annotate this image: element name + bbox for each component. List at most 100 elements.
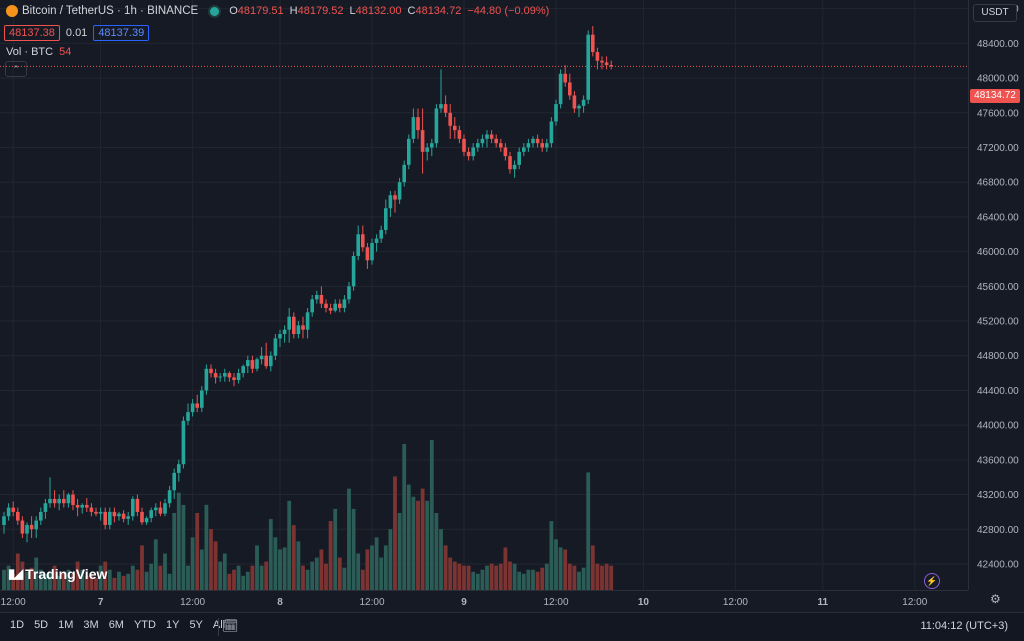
open-value: 48179.51 xyxy=(237,5,284,17)
range-ytd[interactable]: YTD xyxy=(133,619,156,631)
volume-bar xyxy=(48,571,52,590)
candle-body xyxy=(273,338,278,356)
range-6m[interactable]: 6M xyxy=(108,619,124,631)
lightning-icon[interactable]: ⚡ xyxy=(924,573,940,589)
volume-bar xyxy=(452,561,457,590)
volume-bar xyxy=(209,529,213,590)
clock-readout[interactable]: 11:04:12 (UTC+3) xyxy=(920,620,1008,632)
volume-bar xyxy=(604,563,609,590)
currency-select[interactable]: USDT xyxy=(973,4,1017,22)
volume-bar xyxy=(572,565,577,590)
volume-bar xyxy=(172,512,177,590)
volume-bar xyxy=(255,545,259,590)
volume-bar xyxy=(360,569,365,590)
price-tick-label: 42400.00 xyxy=(977,559,1019,570)
volume-bar xyxy=(342,567,347,590)
time-axis[interactable]: 12:00 7 12:00 8 12:00 9 12:00 10 12:00 11 12:00 xyxy=(0,590,968,613)
candle-body xyxy=(434,108,439,144)
candle-body xyxy=(190,403,195,413)
candle-body xyxy=(25,524,29,534)
volume-bar xyxy=(393,476,397,590)
candle-body xyxy=(163,503,167,514)
candle-body xyxy=(503,147,508,157)
candle-body xyxy=(572,95,577,109)
volume-bar xyxy=(11,573,16,590)
range-5y[interactable]: 5Y xyxy=(189,619,203,631)
volume-bar xyxy=(135,569,140,590)
candle-body xyxy=(282,329,287,335)
volume-bar xyxy=(595,563,600,590)
candle-body xyxy=(485,134,489,139)
candle-body xyxy=(540,143,544,148)
candle-body xyxy=(149,510,153,518)
volume-bar xyxy=(489,563,494,590)
price-tick-label: 45600.00 xyxy=(977,282,1019,293)
candle-body xyxy=(264,355,268,367)
buy-button[interactable]: 48137.39 xyxy=(93,25,150,41)
range-1d[interactable]: 1D xyxy=(10,619,25,631)
candle-body xyxy=(393,195,397,200)
candle-body xyxy=(489,134,494,139)
candle-body xyxy=(2,516,6,525)
volume-bar xyxy=(287,500,292,590)
candle-body xyxy=(57,498,61,504)
range-1m[interactable]: 1M xyxy=(58,619,74,631)
collapse-legend-button[interactable]: ⌃ xyxy=(5,61,27,77)
price-tick-label: 44000.00 xyxy=(977,421,1019,432)
volume-bar xyxy=(43,573,48,590)
volume-legend: Vol · BTC 54 xyxy=(6,46,71,58)
volume-bar xyxy=(443,545,448,590)
time-tick-label: 12:00 xyxy=(180,597,205,608)
price-tick-label: 44400.00 xyxy=(977,386,1019,397)
time-tick-label: 7 xyxy=(98,597,104,608)
candle-body xyxy=(609,65,613,67)
price-tick-label: 43600.00 xyxy=(977,455,1019,466)
volume-label: Vol · BTC xyxy=(6,46,54,58)
ohlc-close: C48134.72 xyxy=(408,5,462,17)
candle-body xyxy=(554,104,558,122)
candle-body xyxy=(420,130,425,152)
volume-bar xyxy=(448,557,453,590)
volume-bar xyxy=(457,563,462,590)
volume-bar xyxy=(498,563,503,590)
candle-body xyxy=(531,138,535,144)
range-1y[interactable]: 1Y xyxy=(165,619,180,631)
volume-bar xyxy=(176,492,181,590)
candlestick-chart[interactable] xyxy=(0,0,968,590)
range-all[interactable]: All xyxy=(212,619,226,631)
volume-bar xyxy=(245,571,250,590)
tradingview-logo[interactable]: ▮◢ TradingView xyxy=(8,566,107,582)
candle-body xyxy=(586,34,590,100)
open-label: O xyxy=(229,5,238,17)
volume-bar xyxy=(420,488,425,590)
volume-bar xyxy=(577,571,581,590)
chart-area[interactable] xyxy=(0,0,968,590)
candle-body xyxy=(204,368,209,391)
candle-body xyxy=(71,494,75,505)
volume-bar xyxy=(126,573,131,590)
calendar-icon[interactable]: 🗓 xyxy=(222,618,239,633)
symbol-title[interactable]: Bitcoin / TetherUS · 1h · BINANCE xyxy=(22,5,199,17)
candle-body xyxy=(121,513,126,519)
candle-body xyxy=(181,420,186,465)
volume-bar xyxy=(462,565,466,590)
candle-body xyxy=(269,355,273,367)
volume-bar xyxy=(567,563,572,590)
market-status-icon[interactable] xyxy=(210,6,220,16)
candle-body xyxy=(425,147,429,152)
volume-bar xyxy=(540,567,545,590)
candle-body xyxy=(457,130,462,139)
price-tick-label: 43200.00 xyxy=(977,490,1019,501)
settings-gear-icon[interactable]: ⚙ xyxy=(990,592,1001,606)
sell-button[interactable]: 48137.38 xyxy=(4,25,60,41)
tradingview-logo-text: TradingView xyxy=(25,566,108,582)
time-tick-label: 12:00 xyxy=(543,597,568,608)
candle-body xyxy=(296,325,301,335)
range-3m[interactable]: 3M xyxy=(83,619,99,631)
volume-bar xyxy=(521,573,526,590)
range-5d[interactable]: 5D xyxy=(34,619,49,631)
price-tick-label: 48400.00 xyxy=(977,39,1019,50)
low-label: L xyxy=(349,5,356,17)
volume-bar xyxy=(475,573,480,590)
volume-bar xyxy=(439,529,443,590)
